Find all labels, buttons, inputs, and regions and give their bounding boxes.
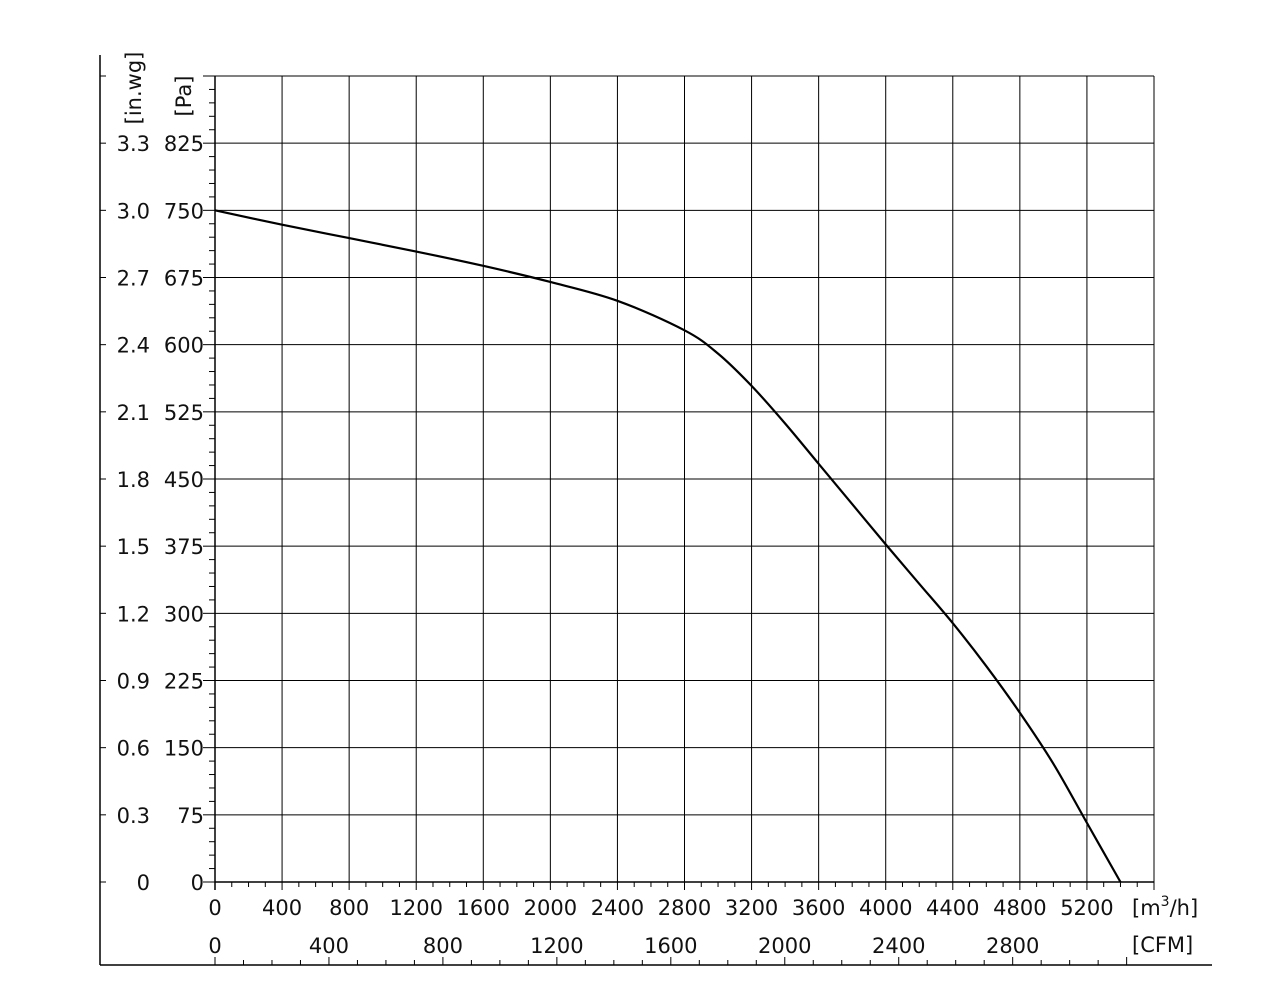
- x-m3h-tick-label: 2800: [658, 896, 711, 920]
- x-cfm-tick-label: 1200: [530, 934, 583, 958]
- y-pa-tick-label: 450: [164, 468, 204, 492]
- x-cfm-tick-label: 0: [208, 934, 221, 958]
- y-inwg-tick-label: 3.0: [117, 199, 150, 223]
- y-pa-tick-label: 300: [164, 602, 204, 626]
- x-m3h-tick-label: 2000: [524, 896, 577, 920]
- y-inwg-tick-label: 2.7: [117, 267, 150, 291]
- x-m3h-tick-label: 3600: [792, 896, 845, 920]
- x-cfm-tick-label: 2800: [986, 934, 1039, 958]
- y-pa-tick-label: 600: [164, 334, 204, 358]
- y-pa-tick-label: 75: [177, 804, 204, 828]
- x-cfm-tick-labels: 0 400 800 1200 1600 2000 2400 2800: [208, 934, 1039, 958]
- x-cfm-tick-label: 2400: [872, 934, 925, 958]
- x-cfm-tick-label: 800: [423, 934, 463, 958]
- y-inwg-axis-label: [in.wg]: [122, 52, 146, 125]
- y-pa-tick-labels: 0 75 150 225 300 375 450 525 600 675 750 825: [164, 132, 204, 895]
- y-pa-tick-label: 825: [164, 132, 204, 156]
- x-m3h-tick-label: 5200: [1060, 896, 1113, 920]
- x-m3h-tick-label: 400: [262, 896, 302, 920]
- y-pa-tick-label: 750: [164, 199, 204, 223]
- minor-ticks: [100, 75, 1155, 965]
- x-m3h-tick-label: 2400: [591, 896, 644, 920]
- y-pa-axis-label: [Pa]: [172, 76, 196, 117]
- x-m3h-tick-label: 1200: [389, 896, 442, 920]
- y-pa-tick-label: 375: [164, 535, 204, 559]
- x-cfm-axis-label: [CFM]: [1132, 933, 1193, 957]
- x-cfm-tick-label: 400: [309, 934, 349, 958]
- y-inwg-tick-label: 0.9: [117, 670, 150, 694]
- y-inwg-tick-label: 3.3: [117, 132, 150, 156]
- y-inwg-tick-labels: 0 0.3 0.6 0.9 1.2 1.5 1.8 2.1 2.4 2.7 3.0 3.3: [117, 132, 150, 895]
- y-pa-tick-label: 675: [164, 267, 204, 291]
- grid: [214, 75, 1155, 890]
- chart-frame: [99, 55, 1212, 966]
- x-m3h-tick-label: 4400: [926, 896, 979, 920]
- y-inwg-tick-label: 2.4: [117, 334, 150, 358]
- y-inwg-tick-label: 0.6: [117, 737, 150, 761]
- x-cfm-tick-label: 2000: [758, 934, 811, 958]
- y-pa-tick-label: 225: [164, 670, 204, 694]
- x-m3h-tick-label: 4800: [993, 896, 1046, 920]
- y-pa-tick-label: 0: [191, 871, 204, 895]
- x-m3h-tick-label: 800: [329, 896, 369, 920]
- y-inwg-tick-label: 0: [137, 871, 150, 895]
- y-inwg-tick-label: 1.8: [117, 468, 150, 492]
- x-m3h-tick-label: 1600: [457, 896, 510, 920]
- x-m3h-label-tail: /h]: [1170, 896, 1199, 920]
- y-inwg-tick-label: 0.3: [117, 804, 150, 828]
- y-pa-tick-label: 525: [164, 401, 204, 425]
- x-m3h-label-main: [m: [1132, 896, 1161, 920]
- y-pa-tick-label: 150: [164, 737, 204, 761]
- fan-curve-line: [214, 209, 1122, 883]
- x-m3h-tick-labels: 0 400 800 1200 1600 2000 2400 2800 3200 3600 4000 4…: [208, 896, 1113, 920]
- x-cfm-tick-label: 1600: [644, 934, 697, 958]
- x-m3h-axis-label: [m3/h]: [1132, 894, 1198, 920]
- x-m3h-tick-label: 0: [208, 896, 221, 920]
- x-m3h-tick-label: 3200: [725, 896, 778, 920]
- y-inwg-tick-label: 1.5: [117, 535, 150, 559]
- y-inwg-tick-label: 2.1: [117, 401, 150, 425]
- y-inwg-tick-label: 1.2: [117, 602, 150, 626]
- x-m3h-label-sup: 3: [1161, 894, 1170, 910]
- series-group: [214, 209, 1122, 883]
- x-m3h-tick-label: 4000: [859, 896, 912, 920]
